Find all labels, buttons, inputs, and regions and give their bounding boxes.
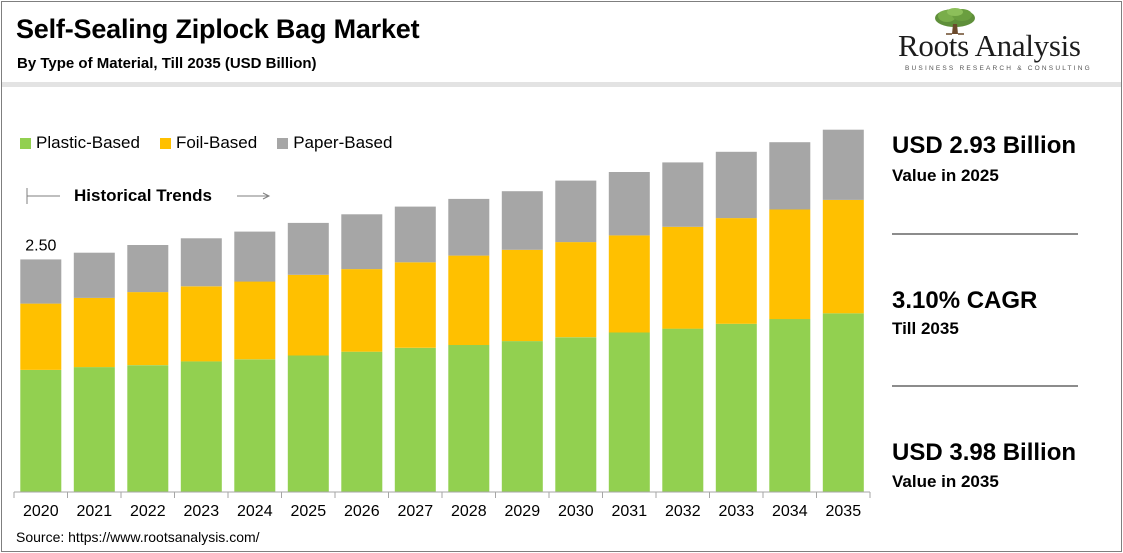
bar-paper-2035 [822,129,864,200]
bar-plastic-2021 [73,367,115,492]
x-tick-label-2030: 2030 [558,503,594,520]
chart-legend: Plastic-Based Foil-Based Paper-Based [20,133,412,153]
kpi-panel: USD 2.93 Billion Value in 2025 3.10% CAG… [882,112,1112,512]
bar-plastic-2026 [341,351,383,492]
legend-swatch-foil [159,137,171,149]
chart-title: Self-Sealing Ziplock Bag Market [16,14,420,44]
bar-paper-2032 [662,162,704,227]
historical-trends-label: Historical Trends [74,186,212,205]
legend-item-foil: Foil-Based [159,133,258,153]
logo-name: Roots Analysis [898,28,1081,63]
company-logo: Roots Analysis BUSINESS RESEARCH & CONSU… [892,7,1102,77]
bar-paper-2030 [555,180,597,243]
bar-foil-2025 [287,274,329,356]
bar-foil-2032 [662,226,704,329]
bar-foil-2031 [608,235,650,333]
data-label-2020: 2.50 [25,237,56,254]
x-tick-label-2029: 2029 [505,503,541,520]
bar-plastic-2025 [287,355,329,492]
bar-foil-2028 [448,255,490,345]
bar-plastic-2020 [20,370,62,492]
bar-plastic-2031 [608,332,650,492]
bar-paper-2024 [234,231,276,282]
bar-plastic-2028 [448,345,490,492]
x-tick-label-2021: 2021 [77,503,113,520]
kpi-2035-value: USD 3.98 Billion [892,439,1077,466]
x-tick-label-2032: 2032 [665,503,701,520]
x-tick-label-2023: 2023 [184,503,220,520]
bar-plastic-2034 [769,319,811,492]
bar-paper-2022 [127,245,169,293]
x-tick-label-2020: 2020 [23,503,59,520]
bar-foil-2024 [234,281,276,360]
kpi-2025-value: USD 2.93 Billion [892,132,1077,159]
bar-plastic-2029 [501,341,543,492]
bar-paper-2020 [20,259,62,304]
bar-foil-2030 [555,242,597,338]
bar-plastic-2022 [127,365,169,492]
bar-foil-2022 [127,292,169,366]
historical-start-marker [26,188,60,204]
bar-foil-2029 [501,249,543,342]
kpi-cagr-value: 3.10% CAGR [892,287,1038,314]
x-tick-label-2033: 2033 [719,503,755,520]
x-tick-label-2031: 2031 [612,503,648,520]
x-tick-label-2022: 2022 [130,503,166,520]
x-tick-label-2025: 2025 [291,503,327,520]
x-tick-label-2026: 2026 [344,503,380,520]
x-tick-label-2027: 2027 [398,503,434,520]
bar-foil-2021 [73,297,115,368]
x-tick-label-2028: 2028 [451,503,487,520]
bar-foil-2026 [341,269,383,352]
bar-plastic-2024 [234,359,276,492]
legend-label-plastic: Plastic-Based [36,133,140,152]
arrow-right-icon [237,192,271,200]
bar-foil-2033 [715,218,757,324]
bar-paper-2023 [180,238,222,287]
stacked-bar-chart: 2020 2021 2022 2023 2024 2025 2026 2027 2028 2029… [13,129,871,520]
bar-paper-2026 [341,214,383,270]
kpi-2035-label: Value in 2035 [892,472,999,491]
x-tick-label-2034: 2034 [772,503,808,520]
bar-paper-2027 [394,206,436,263]
legend-swatch-paper [277,137,289,149]
bar-plastic-2035 [822,313,864,492]
chart-subtitle: By Type of Material, Till 2035 (USD Bill… [17,55,317,72]
legend-swatch-plastic [20,137,31,149]
tree-icon [935,8,975,35]
bar-plastic-2033 [715,323,757,492]
legend-item-paper: Paper-Based [277,133,392,153]
bar-paper-2028 [448,198,490,256]
bar-plastic-2027 [394,347,436,492]
bar-paper-2021 [73,252,115,298]
x-tick-label-2035: 2035 [826,503,862,520]
bar-plastic-2023 [180,361,222,492]
bar-foil-2035 [822,199,864,314]
kpi-divider [892,385,1078,387]
legend-label-paper: Paper-Based [293,133,393,152]
x-tick-label-2024: 2024 [237,503,273,520]
bar-foil-2034 [769,209,811,320]
logo-tagline: BUSINESS RESEARCH & CONSULTING [905,65,1092,72]
kpi-divider [892,233,1078,235]
bar-foil-2020 [20,303,62,370]
bar-paper-2031 [608,172,650,236]
bar-foil-2027 [394,262,436,348]
legend-label-foil: Foil-Based [175,133,258,152]
historical-trends-annotation: Historical Trends [26,185,276,207]
bar-plastic-2030 [555,337,597,492]
bar-paper-2029 [501,191,543,250]
source-note: Source: https://www.rootsanalysis.com/ [16,529,260,545]
bar-paper-2025 [287,222,329,275]
header-divider [2,82,1121,87]
bar-paper-2034 [769,142,811,210]
legend-item-plastic: Plastic-Based [20,133,140,153]
kpi-cagr-label: Till 2035 [892,319,959,338]
bar-paper-2033 [715,151,757,219]
bar-plastic-2032 [662,328,704,492]
bar-foil-2023 [180,286,222,362]
kpi-2025-label: Value in 2025 [892,166,999,185]
